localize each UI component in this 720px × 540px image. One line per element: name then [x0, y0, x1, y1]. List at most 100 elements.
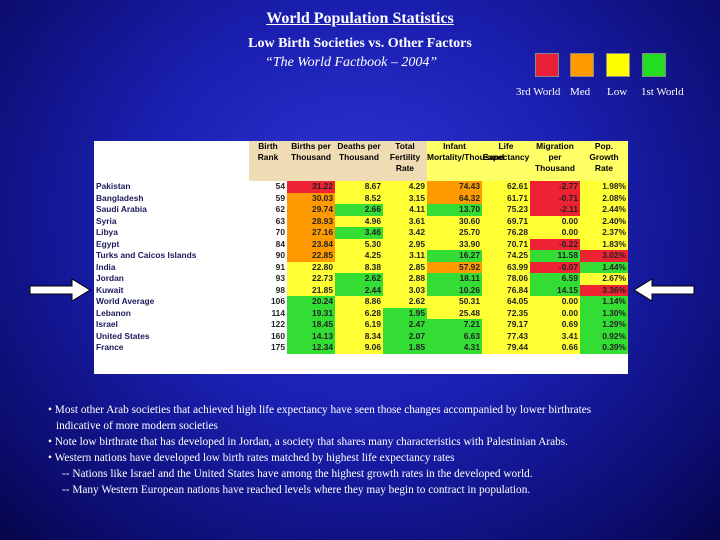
migration-cell: 6.59	[530, 273, 580, 285]
rank-cell: 54	[275, 181, 285, 191]
country-cell: Israel	[96, 319, 118, 329]
migration-cell: -2.11	[530, 204, 580, 216]
table-header-births: Births per Thousand	[287, 141, 335, 181]
statistics-table: Birth Rank Births per Thousand Deaths pe…	[94, 141, 628, 354]
infant-cell: 25.48	[427, 307, 482, 319]
infant-cell: 25.70	[427, 227, 482, 239]
deaths-cell: 8.67	[335, 181, 383, 193]
births-cell: 28.93	[287, 215, 335, 227]
migration-cell: -0.71	[530, 192, 580, 204]
page-title: World Population Statistics	[266, 10, 454, 27]
table-header-life-expectancy: Life Expectancy	[482, 141, 530, 181]
fertility-cell: 1.95	[383, 307, 427, 319]
infant-cell: 64.32	[427, 192, 482, 204]
rank-cell: 62	[275, 204, 285, 214]
births-cell: 22.85	[287, 250, 335, 262]
country-cell: Bangladesh	[96, 192, 144, 203]
infant-cell: 33.90	[427, 238, 482, 250]
note-line: -- Many Western European nations have re…	[62, 484, 531, 496]
fertility-cell: 2.85	[383, 261, 427, 273]
table-header-fertility: Total Fertility Rate	[383, 141, 427, 181]
rank-cell: 63	[275, 215, 285, 226]
table-row: Kuwait 98 21.85 2.44 3.03 10.26 76.84 14.15 3.36…	[94, 284, 628, 296]
table-row: Jordan 93 22.73 2.62 2.88 18.11 78.06 6.59 2.67%	[94, 273, 628, 285]
births-cell: 18.45	[287, 319, 335, 331]
migration-cell: 0.00	[530, 227, 580, 239]
fertility-cell: 2.07	[383, 330, 427, 342]
life-cell: 78.06	[482, 273, 530, 285]
rank-cell: 90	[275, 250, 285, 260]
rank-cell: 160	[271, 330, 285, 341]
table-row: France 175 12.34 9.06 1.85 4.31 79.44 0.66 0.39%	[94, 342, 628, 354]
legend-swatch-1st-world	[642, 53, 666, 77]
table-row: World Average 106 20.24 8.86 2.62 50.31 64.05 0…	[94, 296, 628, 308]
rank-cell: 122	[271, 319, 285, 329]
country-cell: Libya	[96, 227, 118, 237]
table-header-country	[94, 141, 249, 181]
table-row: Pakistan 54 31.22 8.67 4.29 74.43 62.61 -2.77 1.…	[94, 181, 628, 193]
legend-label-3rd-world: 3rd World	[516, 86, 561, 98]
infant-cell: 13.70	[427, 204, 482, 216]
migration-cell: 14.15	[530, 284, 580, 296]
table-row: India 91 22.80 8.38 2.85 57.92 63.99 -0.07 1.44%	[94, 261, 628, 273]
deaths-cell: 4.25	[335, 250, 383, 262]
births-cell: 31.22	[287, 181, 335, 193]
table-row: Bangladesh 59 30.03 8.52 3.15 64.32 61.71 -0.71…	[94, 192, 628, 204]
migration-cell: -0.22	[530, 238, 580, 250]
fertility-cell: 2.88	[383, 273, 427, 285]
table-row: United States 160 14.13 8.34 2.07 6.63 77.43 3.…	[94, 330, 628, 342]
life-cell: 72.35	[482, 307, 530, 319]
growth-cell: 1.98%	[580, 181, 628, 193]
growth-cell: 1.14%	[580, 296, 628, 308]
migration-cell: 0.66	[530, 342, 580, 354]
country-cell: Egypt	[96, 238, 120, 249]
rank-cell: 114	[271, 307, 285, 318]
births-cell: 20.24	[287, 296, 335, 308]
fertility-cell: 3.03	[383, 284, 427, 296]
left-arrow-icon	[633, 278, 695, 302]
note-line: • Most other Arab societies that achieve…	[48, 404, 592, 416]
growth-cell: 1.30%	[580, 307, 628, 319]
deaths-cell: 2.66	[335, 204, 383, 216]
deaths-cell: 8.34	[335, 330, 383, 342]
life-cell: 76.28	[482, 227, 530, 239]
right-arrow-icon	[29, 278, 91, 302]
life-cell: 75.23	[482, 204, 530, 216]
growth-cell: 3.36%	[580, 284, 628, 296]
births-cell: 12.34	[287, 342, 335, 354]
fertility-cell: 4.11	[383, 204, 427, 216]
country-cell: Turks and Caicos Islands	[96, 250, 197, 260]
rank-cell: 106	[271, 296, 285, 306]
notes-list: • Most other Arab societies that achieve…	[48, 402, 708, 498]
table-row: Israel 122 18.45 6.19 2.47 7.21 79.17 0.69 1.29%	[94, 319, 628, 331]
growth-cell: 1.83%	[580, 238, 628, 250]
growth-cell: 2.44%	[580, 204, 628, 216]
migration-cell: 0.00	[530, 307, 580, 319]
legend-label-low: Low	[607, 86, 628, 98]
births-cell: 22.80	[287, 261, 335, 273]
source-caption: “The World Factbook – 2004”	[265, 55, 438, 70]
rank-cell: 70	[275, 227, 285, 237]
migration-cell: 0.00	[530, 296, 580, 308]
growth-cell: 2.67%	[580, 273, 628, 285]
life-cell: 69.71	[482, 215, 530, 227]
births-cell: 23.84	[287, 238, 335, 250]
life-cell: 76.84	[482, 284, 530, 296]
country-cell: World Average	[96, 296, 155, 306]
life-cell: 64.05	[482, 296, 530, 308]
note-line: • Western nations have developed low bir…	[48, 452, 455, 464]
table-header-migration: Migration per Thousand	[530, 141, 580, 181]
note-line: -- Nations like Israel and the United St…	[62, 468, 533, 480]
life-cell: 74.25	[482, 250, 530, 262]
country-cell: France	[96, 342, 124, 352]
table-row: Libya 70 27.16 3.46 3.42 25.70 76.28 0.00 2.37%	[94, 227, 628, 239]
growth-cell: 0.92%	[580, 330, 628, 342]
life-cell: 70.71	[482, 238, 530, 250]
rank-cell: 93	[275, 273, 285, 283]
life-cell: 61.71	[482, 192, 530, 204]
migration-cell: 0.00	[530, 215, 580, 227]
country-cell: Kuwait	[96, 284, 124, 295]
migration-cell: 0.69	[530, 319, 580, 331]
country-cell: Pakistan	[96, 181, 131, 191]
fertility-cell: 3.42	[383, 227, 427, 239]
